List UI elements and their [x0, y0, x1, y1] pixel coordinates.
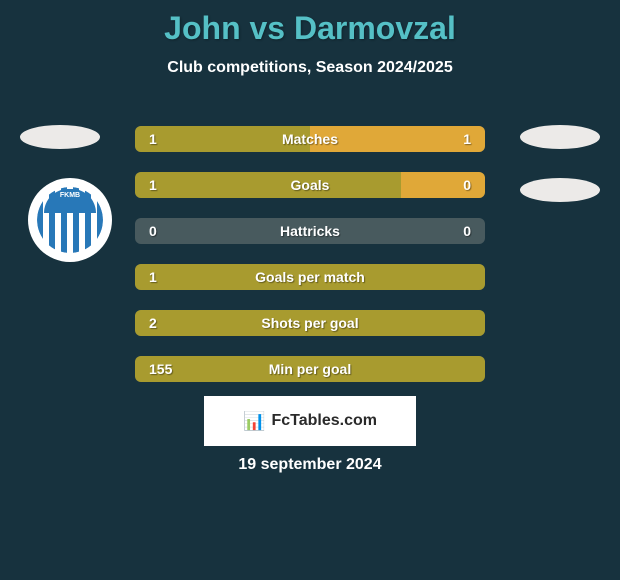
player1-club-logo: FKMB — [28, 178, 112, 262]
footer-text: FcTables.com — [271, 412, 377, 430]
footer-attribution: 📊 FcTables.com — [204, 396, 416, 446]
vs-separator: vs — [241, 10, 294, 46]
stat-row: 11Matches — [135, 126, 485, 152]
stat-label: Matches — [135, 126, 485, 152]
subtitle: Club competitions, Season 2024/2025 — [0, 59, 620, 77]
stat-label: Goals — [135, 172, 485, 198]
stat-label: Shots per goal — [135, 310, 485, 336]
page-title: John vs Darmovzal — [0, 0, 620, 47]
player2-avatar-placeholder — [520, 125, 600, 149]
stat-label: Goals per match — [135, 264, 485, 290]
stat-label: Min per goal — [135, 356, 485, 382]
chart-icon: 📊 — [243, 411, 265, 432]
player1-avatar-placeholder — [20, 125, 100, 149]
date-label: 19 september 2024 — [0, 456, 620, 474]
stat-label: Hattricks — [135, 218, 485, 244]
stats-area: 11Matches 10Goals 00Hattricks 1Goals per ma… — [135, 126, 485, 402]
stat-row: 10Goals — [135, 172, 485, 198]
comparison-infographic: John vs Darmovzal Club competitions, Sea… — [0, 0, 620, 580]
stat-row: 00Hattricks — [135, 218, 485, 244]
player2-club-placeholder — [520, 178, 600, 202]
stat-row: 2Shots per goal — [135, 310, 485, 336]
player2-name: Darmovzal — [294, 10, 456, 46]
stat-row: 155Min per goal — [135, 356, 485, 382]
player1-name: John — [164, 10, 240, 46]
club-logo-inner: FKMB — [37, 187, 103, 253]
stat-row: 1Goals per match — [135, 264, 485, 290]
